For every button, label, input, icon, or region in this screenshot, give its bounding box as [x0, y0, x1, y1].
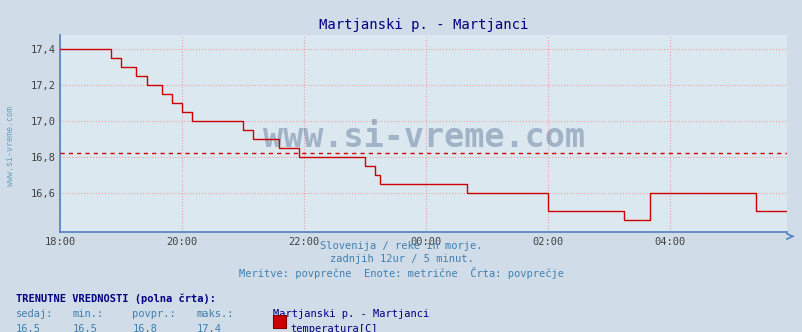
Text: zadnjih 12ur / 5 minut.: zadnjih 12ur / 5 minut.	[329, 254, 473, 264]
Text: 17,4: 17,4	[196, 324, 221, 332]
Text: min.:: min.:	[72, 309, 103, 319]
Text: www.si-vreme.com: www.si-vreme.com	[6, 106, 15, 186]
Text: 16,8: 16,8	[132, 324, 157, 332]
Text: TRENUTNE VREDNOSTI (polna črta):: TRENUTNE VREDNOSTI (polna črta):	[16, 294, 216, 304]
Text: Martjanski p. - Martjanci: Martjanski p. - Martjanci	[273, 309, 429, 319]
Text: 16,5: 16,5	[16, 324, 41, 332]
Text: Meritve: povprečne  Enote: metrične  Črta: povprečje: Meritve: povprečne Enote: metrične Črta:…	[239, 267, 563, 279]
Text: www.si-vreme.com: www.si-vreme.com	[262, 121, 584, 154]
Text: povpr.:: povpr.:	[132, 309, 176, 319]
Title: Martjanski p. - Martjanci: Martjanski p. - Martjanci	[318, 18, 528, 32]
Text: Slovenija / reke in morje.: Slovenija / reke in morje.	[320, 241, 482, 251]
Text: sedaj:: sedaj:	[16, 309, 54, 319]
Text: maks.:: maks.:	[196, 309, 234, 319]
Text: 16,5: 16,5	[72, 324, 97, 332]
Text: temperatura[C]: temperatura[C]	[290, 324, 378, 332]
